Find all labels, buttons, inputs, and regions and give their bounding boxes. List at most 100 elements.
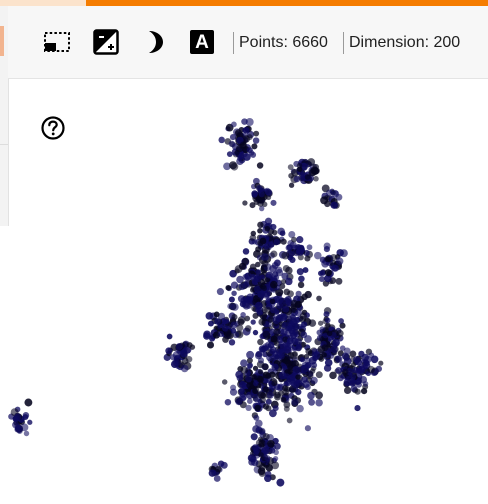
data-point[interactable]	[235, 370, 244, 379]
data-point[interactable]	[338, 318, 344, 324]
data-point[interactable]	[259, 237, 267, 245]
data-point[interactable]	[300, 341, 307, 348]
data-point[interactable]	[274, 393, 281, 401]
data-point[interactable]	[333, 341, 339, 348]
data-point[interactable]	[246, 363, 253, 369]
data-point[interactable]	[281, 321, 289, 329]
data-point[interactable]	[358, 368, 364, 374]
data-point[interactable]	[354, 405, 361, 412]
data-point[interactable]	[324, 256, 331, 263]
data-point[interactable]	[265, 398, 272, 405]
data-point[interactable]	[296, 404, 304, 413]
data-point[interactable]	[227, 303, 234, 310]
data-point[interactable]	[334, 355, 343, 363]
data-point[interactable]	[320, 196, 329, 205]
data-point[interactable]	[324, 269, 332, 277]
data-point[interactable]	[269, 280, 278, 289]
data-point[interactable]	[186, 342, 193, 348]
data-point[interactable]	[228, 339, 236, 346]
data-point[interactable]	[262, 386, 270, 393]
data-point[interactable]	[367, 365, 375, 374]
data-point[interactable]	[326, 330, 333, 337]
data-point[interactable]	[252, 137, 260, 144]
data-point[interactable]	[315, 398, 323, 407]
data-point[interactable]	[269, 306, 277, 314]
contrast-tool-button[interactable]	[92, 28, 120, 56]
data-point[interactable]	[268, 242, 275, 248]
data-point[interactable]	[231, 121, 237, 128]
data-point[interactable]	[305, 348, 312, 355]
data-point[interactable]	[360, 387, 368, 395]
data-point[interactable]	[273, 340, 280, 347]
data-point[interactable]	[287, 164, 294, 171]
data-point[interactable]	[242, 281, 250, 288]
data-point[interactable]	[262, 363, 269, 371]
data-point[interactable]	[215, 465, 222, 473]
data-point[interactable]	[285, 360, 293, 367]
data-point[interactable]	[207, 320, 214, 327]
data-point[interactable]	[253, 285, 261, 293]
data-point[interactable]	[300, 364, 309, 373]
data-point[interactable]	[283, 386, 291, 393]
data-point[interactable]	[240, 312, 246, 318]
data-point[interactable]	[323, 242, 331, 250]
data-point[interactable]	[245, 375, 252, 383]
data-point[interactable]	[253, 198, 260, 205]
data-point[interactable]	[228, 296, 235, 303]
data-point[interactable]	[313, 176, 319, 182]
data-point[interactable]	[224, 398, 232, 406]
data-point[interactable]	[270, 199, 277, 206]
data-point[interactable]	[354, 358, 363, 366]
data-point[interactable]	[275, 314, 283, 323]
data-point[interactable]	[304, 357, 311, 364]
data-point[interactable]	[261, 345, 268, 352]
data-point[interactable]	[273, 238, 281, 246]
data-point[interactable]	[256, 308, 264, 316]
data-point[interactable]	[296, 268, 304, 276]
data-point[interactable]	[254, 404, 261, 412]
data-point[interactable]	[285, 277, 293, 286]
data-point[interactable]	[244, 315, 251, 322]
data-point[interactable]	[291, 398, 299, 406]
data-point[interactable]	[262, 403, 269, 410]
data-point[interactable]	[283, 297, 290, 304]
data-point[interactable]	[290, 314, 296, 321]
data-point[interactable]	[252, 387, 260, 395]
data-point[interactable]	[258, 191, 265, 198]
data-point[interactable]	[375, 365, 383, 372]
data-point[interactable]	[286, 417, 293, 424]
data-point[interactable]	[257, 338, 264, 346]
data-point[interactable]	[276, 478, 285, 487]
data-point[interactable]	[255, 350, 263, 358]
data-point[interactable]	[324, 317, 331, 324]
data-point[interactable]	[242, 301, 251, 310]
data-point[interactable]	[343, 378, 352, 387]
data-point[interactable]	[239, 393, 247, 402]
data-point[interactable]	[225, 284, 232, 291]
data-point[interactable]	[265, 464, 273, 472]
data-point[interactable]	[266, 391, 274, 399]
data-point[interactable]	[308, 319, 317, 327]
data-point[interactable]	[295, 343, 303, 350]
data-point[interactable]	[304, 425, 311, 432]
data-point[interactable]	[321, 344, 329, 352]
data-point[interactable]	[295, 249, 302, 255]
data-point[interactable]	[221, 379, 228, 385]
select-tool-button[interactable]	[43, 28, 71, 56]
data-point[interactable]	[20, 423, 29, 432]
data-point[interactable]	[252, 312, 259, 319]
data-point[interactable]	[319, 326, 326, 333]
data-point[interactable]	[299, 312, 308, 320]
data-point[interactable]	[245, 118, 254, 126]
data-point[interactable]	[325, 189, 333, 197]
data-point[interactable]	[270, 223, 277, 231]
data-point[interactable]	[297, 281, 305, 289]
data-point[interactable]	[262, 377, 269, 384]
data-point[interactable]	[256, 184, 263, 192]
data-point[interactable]	[307, 391, 315, 400]
data-point[interactable]	[335, 277, 343, 285]
data-point[interactable]	[254, 301, 263, 310]
data-point[interactable]	[293, 175, 301, 183]
data-point[interactable]	[330, 345, 338, 354]
data-point[interactable]	[306, 244, 313, 251]
